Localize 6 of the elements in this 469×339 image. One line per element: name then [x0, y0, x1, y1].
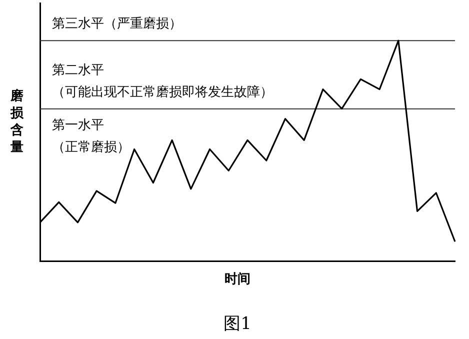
- ref-line-label: 第三水平（严重磨损）: [52, 16, 182, 32]
- x-axis-title: 时间: [224, 272, 250, 287]
- y-axis-title: 磨损含量: [10, 88, 24, 155]
- caption: 图1: [224, 314, 252, 334]
- ref-line-label: 第二水平（可能出现不正常磨损即将发生故障）: [52, 62, 273, 100]
- annotation: 第一水平（正常磨损）: [52, 118, 130, 155]
